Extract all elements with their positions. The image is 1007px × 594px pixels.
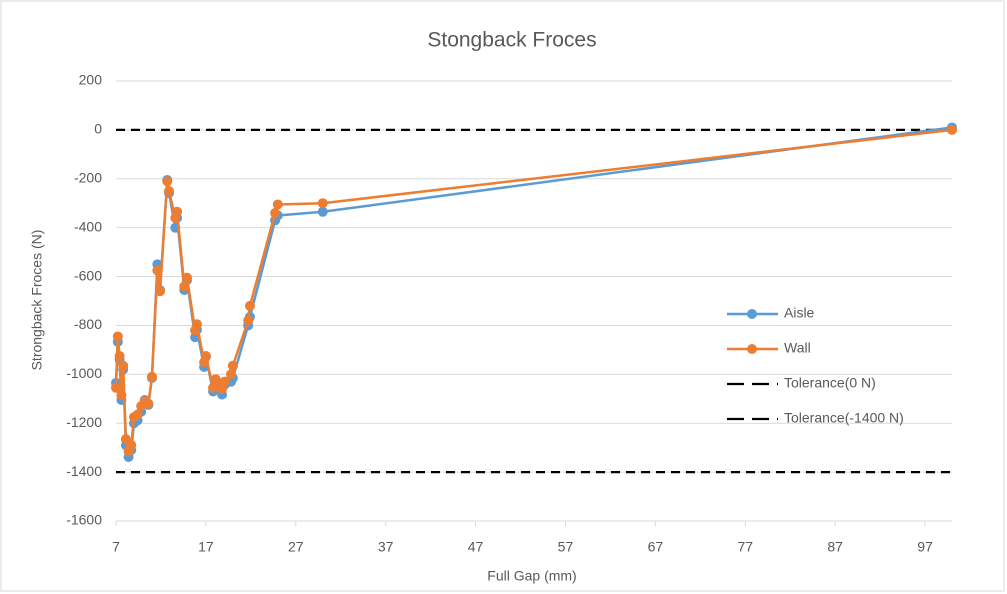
data-point [200,351,211,361]
plot [111,122,957,474]
data-point [270,208,281,218]
legend-label: Aisle [784,305,815,321]
x-tick-label: 47 [468,539,484,555]
x-tick-label: 27 [288,539,304,555]
data-point [116,390,127,401]
x-tick-label: 17 [198,539,214,555]
legend-marker [747,309,757,319]
data-point [112,331,123,342]
data-point [132,409,143,420]
data-point [191,319,202,330]
x-tick-label: 37 [378,539,394,555]
y-tick-label: -600 [74,267,102,283]
x-axis-label: Full Gap (mm) [487,568,576,584]
y-tick-label: -400 [74,218,102,234]
x-tick-label: 77 [737,539,753,555]
data-point [272,199,283,210]
x-tick-label: 57 [558,539,574,555]
y-tick-label: -1000 [66,365,102,381]
data-point [226,369,237,380]
y-tick-label: -1400 [66,463,102,479]
data-point [208,382,219,393]
y-tick-label: 200 [79,72,103,88]
grid: 200 0 -200 -400 -600 -800 -1000 -1200 -1400 -1600… [66,72,952,555]
data-point [152,265,163,276]
x-tick-label: 97 [917,539,933,555]
legend-marker [747,344,757,354]
data-point [146,371,157,382]
y-tick-label: -1200 [66,414,102,430]
data-point [227,360,238,371]
legend: Aisle Wall Tolerance(0 N) Tolerance(-1400 N… [727,305,904,426]
data-point [219,376,230,387]
data-point [172,206,183,217]
data-point [155,286,166,297]
legend-label: Tolerance(-1400 N) [784,410,904,426]
y-tick-label: -800 [74,316,102,332]
y-tick-label: 0 [94,121,102,137]
legend-label: Tolerance(0 N) [784,375,876,391]
x-tick-label: 7 [112,539,120,555]
data-point [244,300,255,311]
y-tick-label: -1600 [66,512,102,528]
data-point [162,176,173,187]
data-point [179,281,190,292]
data-point [182,272,193,283]
data-point [111,382,121,393]
data-point [947,124,957,135]
data-point [164,186,175,196]
y-tick-label: -200 [74,169,102,185]
x-tick-label: 87 [827,539,843,555]
chart-title: Stongback Froces [427,29,596,52]
data-point [210,374,221,385]
data-point [126,440,137,451]
data-point [317,206,328,217]
data-point [114,351,125,361]
data-point [243,315,254,326]
data-point [143,398,154,409]
y-axis-label: Strongback Froces (N) [29,230,45,371]
data-point [118,360,129,371]
x-tick-label: 67 [648,539,664,555]
data-point [317,198,328,209]
legend-label: Wall [784,340,811,356]
